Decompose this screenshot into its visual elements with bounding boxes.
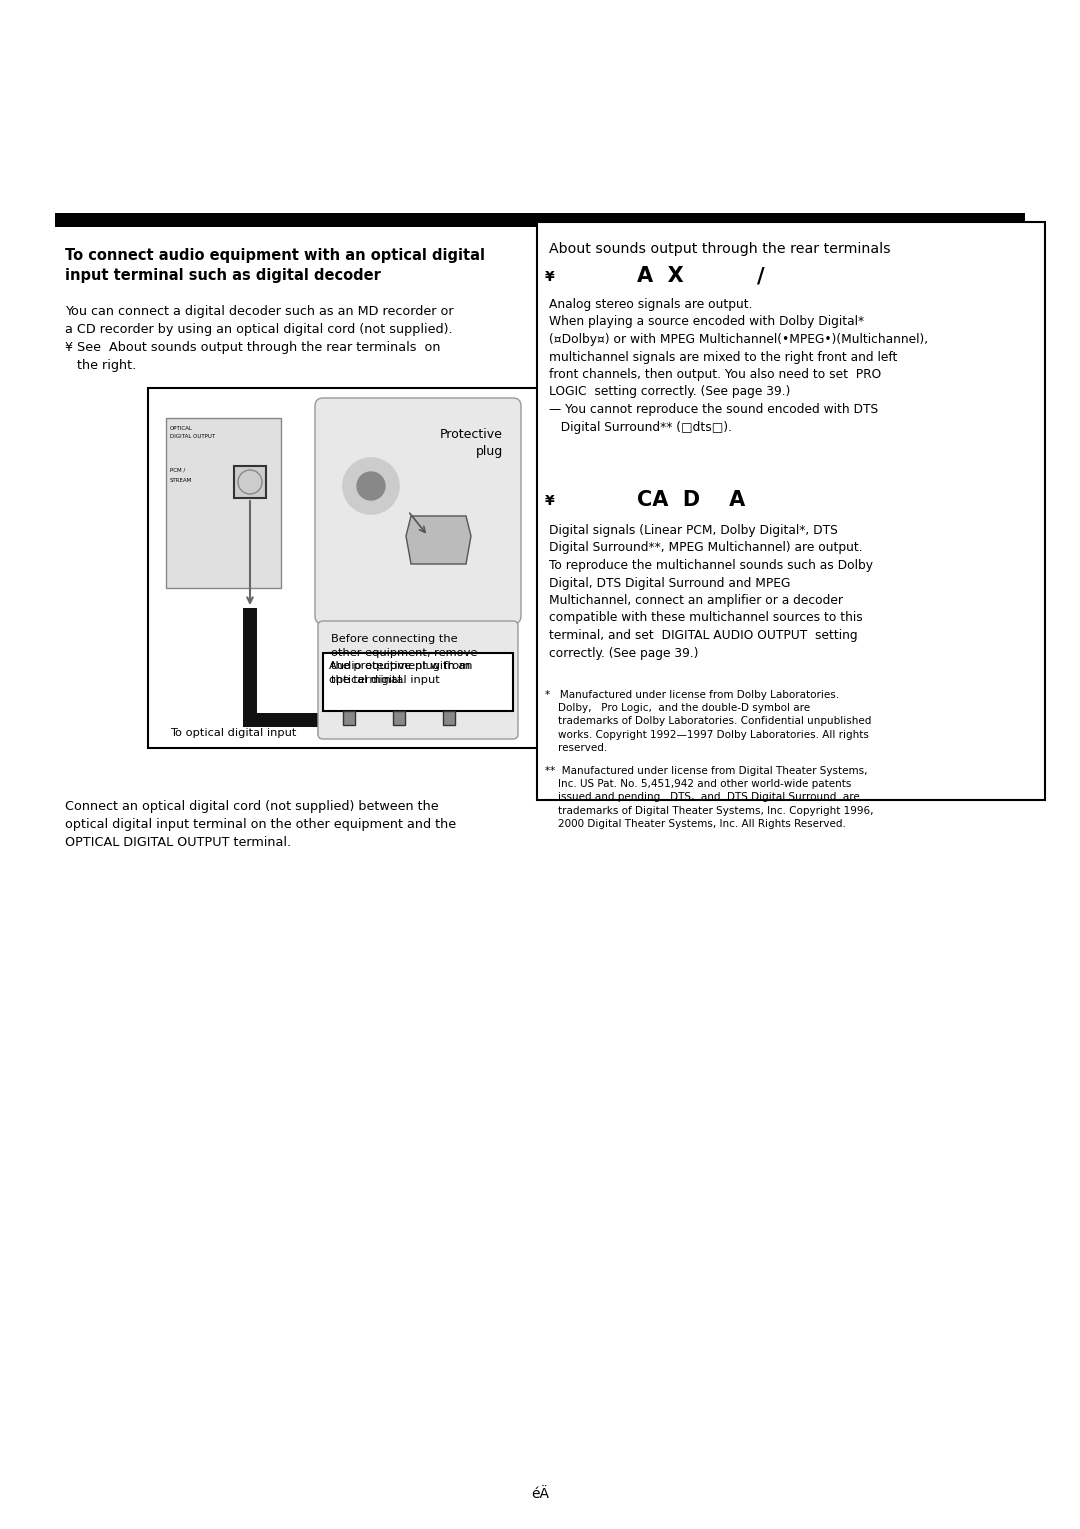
Text: **  Manufactured under license from Digital Theater Systems,
    Inc. US Pat. No: ** Manufactured under license from Digit…	[545, 766, 874, 829]
Text: Audio equipment with an
optical digital input: Audio equipment with an optical digital …	[329, 661, 473, 685]
Text: ¥: ¥	[545, 494, 555, 508]
Bar	[323, 653, 513, 711]
Bar	[234, 466, 266, 498]
Text: Connect an optical digital cord (not supplied) between the
optical digital input: Connect an optical digital cord (not sup…	[65, 800, 456, 849]
Bar	[318, 713, 340, 735]
FancyBboxPatch shape	[318, 621, 518, 739]
Circle shape	[357, 472, 384, 500]
Text: PCM /: PCM /	[170, 468, 186, 472]
Bar	[443, 711, 455, 725]
Bar	[243, 609, 257, 713]
Circle shape	[343, 459, 399, 514]
Text: You can connect a digital decoder such as an MD recorder or
a CD recorder by usi: You can connect a digital decoder such a…	[65, 304, 454, 372]
Text: éÄ: éÄ	[531, 1488, 549, 1501]
Bar	[148, 388, 538, 748]
Text: About sounds output through the rear terminals: About sounds output through the rear ter…	[549, 242, 891, 255]
Bar	[393, 711, 405, 725]
Text: /: /	[757, 266, 765, 286]
Bar	[537, 222, 1045, 800]
Text: Protective
plug: Protective plug	[441, 428, 503, 459]
Bar	[55, 213, 1025, 226]
Text: Before connecting the
other equipment, remove
the protective plug from
the termi: Before connecting the other equipment, r…	[330, 635, 477, 685]
Bar	[166, 417, 281, 589]
Bar	[243, 713, 318, 726]
Polygon shape	[406, 515, 471, 564]
Text: CA  D    A: CA D A	[637, 489, 745, 511]
Text: OPTICAL: OPTICAL	[170, 427, 193, 431]
Text: DIGITAL OUTPUT: DIGITAL OUTPUT	[170, 434, 215, 439]
Text: To connect audio equipment with an optical digital
input terminal such as digita: To connect audio equipment with an optic…	[65, 248, 485, 283]
Bar	[343, 711, 355, 725]
Text: To optical digital input: To optical digital input	[170, 728, 296, 739]
FancyBboxPatch shape	[315, 398, 521, 624]
Text: ¥: ¥	[545, 271, 555, 284]
Text: A  X: A X	[637, 266, 684, 286]
Text: STREAM: STREAM	[170, 479, 192, 483]
Text: *   Manufactured under license from Dolby Laboratories.
    Dolby,   Pro Logic, : * Manufactured under license from Dolby …	[545, 690, 872, 752]
Text: Analog stereo signals are output.
When playing a source encoded with Dolby Digit: Analog stereo signals are output. When p…	[549, 298, 928, 434]
Text: Digital signals (Linear PCM, Dolby Digital*, DTS
Digital Surround**, MPEG Multic: Digital signals (Linear PCM, Dolby Digit…	[549, 524, 873, 659]
